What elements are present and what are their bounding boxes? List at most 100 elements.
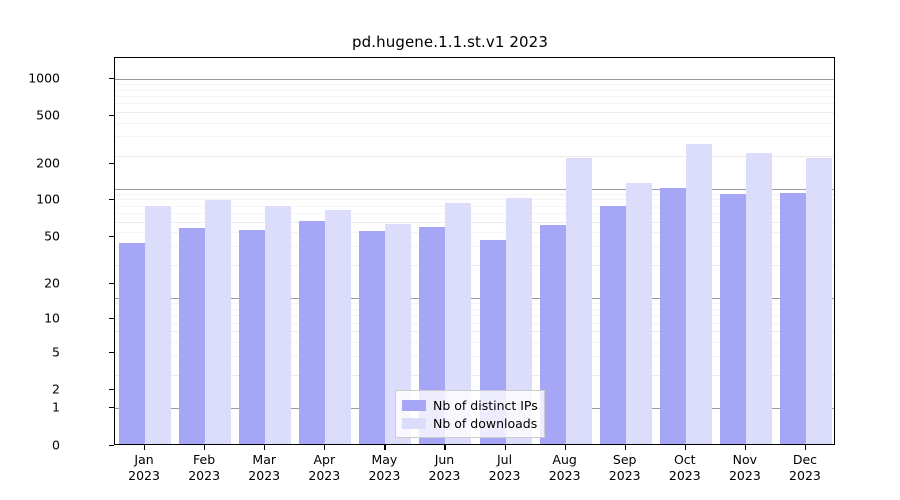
- bar-distinct-ips: [179, 227, 206, 444]
- gridline-minor: [115, 84, 834, 86]
- x-tick-year: 2023: [548, 468, 581, 483]
- chart-title: pd.hugene.1.1.st.v1 2023: [352, 33, 548, 51]
- x-tick-year: 2023: [248, 468, 281, 483]
- x-tick-mark: [204, 445, 206, 450]
- x-tick-month: Jun: [434, 452, 455, 467]
- y-tick-mark: [109, 236, 114, 238]
- bar-distinct-ips: [659, 187, 686, 444]
- y-tick-label: 10: [44, 310, 60, 326]
- x-tick-month: Oct: [673, 452, 696, 467]
- x-tick-month: Aug: [552, 452, 577, 467]
- x-tick-label: Mar 2023: [248, 452, 280, 484]
- x-tick-label: Jun 2023: [429, 452, 461, 484]
- gridline: [115, 188, 834, 190]
- x-tick-month: Mar: [252, 452, 276, 467]
- bar-distinct-ips: [299, 220, 326, 444]
- x-tick-mark: [624, 445, 626, 450]
- y-tick-label: 200: [36, 155, 60, 171]
- x-tick-mark: [684, 445, 686, 450]
- bar-distinct-ips: [119, 243, 146, 444]
- x-tick-month: Jul: [496, 452, 513, 467]
- bar-distinct-ips: [239, 230, 266, 444]
- gridline-minor: [115, 232, 834, 234]
- bar-downloads: [325, 209, 352, 444]
- x-tick-mark: [804, 445, 807, 450]
- gridline-minor: [115, 193, 834, 195]
- bar-downloads: [745, 153, 772, 444]
- gridline-minor: [115, 322, 834, 324]
- y-tick-label: 1: [52, 399, 60, 415]
- x-tick-label: Sep 2023: [609, 452, 641, 484]
- x-tick-year: 2023: [368, 468, 401, 483]
- x-tick-year: 2023: [488, 468, 521, 483]
- gridline-minor: [115, 122, 834, 124]
- gridline: [115, 374, 834, 376]
- gridline-minor: [115, 341, 834, 343]
- gridline: [115, 112, 834, 113]
- gridline-minor: [115, 95, 834, 97]
- y-tick-label: 2: [52, 381, 60, 397]
- x-tick-month: Nov: [732, 452, 758, 467]
- legend-item-downloads: Nb of downloads: [402, 414, 537, 432]
- x-tick-label: Aug 2023: [549, 452, 581, 484]
- legend-label-ips: Nb of distinct IPs: [433, 397, 538, 413]
- gridline: [115, 79, 834, 80]
- gridline: [115, 221, 834, 223]
- x-tick-label: Apr 2023: [308, 452, 340, 484]
- y-tick-label: 50: [44, 228, 60, 244]
- y-tick-label: 0: [52, 437, 60, 453]
- gridline-minor: [115, 246, 834, 247]
- x-tick-mark: [324, 445, 326, 450]
- x-tick-label: Oct 2023: [669, 452, 701, 484]
- x-tick-label: Jan 2023: [128, 452, 160, 484]
- y-tick-label: 5: [52, 344, 60, 360]
- x-tick-year: 2023: [668, 468, 701, 483]
- gridline-minor: [115, 136, 834, 138]
- gridline-minor: [115, 205, 834, 207]
- plot-area: [114, 57, 835, 445]
- x-tick-month: Jan: [134, 452, 154, 467]
- y-tick-label: 20: [44, 275, 60, 291]
- gridline-minor: [115, 199, 834, 201]
- bar-downloads: [205, 200, 232, 444]
- x-tick-label: Dec 2023: [789, 452, 821, 484]
- x-tick-mark: [384, 445, 386, 450]
- x-tick-month: May: [371, 452, 398, 467]
- x-tick-year: 2023: [128, 468, 160, 483]
- gridline-minor: [115, 212, 834, 214]
- bar-downloads: [625, 183, 652, 444]
- gridline-minor: [115, 355, 834, 357]
- x-tick-label: Jul 2023: [489, 452, 521, 484]
- x-tick-mark: [144, 445, 146, 450]
- bar-downloads: [685, 144, 712, 444]
- gridline-minor: [115, 89, 834, 91]
- y-tick-mark: [109, 318, 114, 320]
- y-tick-mark: [109, 115, 114, 117]
- x-tick-mark: [264, 445, 266, 450]
- bar-downloads: [805, 158, 832, 444]
- x-tick-year: 2023: [428, 468, 461, 483]
- x-tick-month: Sep: [612, 452, 637, 467]
- bar-downloads: [145, 206, 172, 444]
- y-tick-mark: [109, 78, 114, 80]
- x-tick-year: 2023: [789, 468, 821, 483]
- y-tick-mark: [109, 163, 114, 165]
- y-tick-label: 500: [36, 107, 60, 123]
- gridline-minor: [115, 315, 834, 317]
- x-tick-year: 2023: [608, 468, 641, 483]
- bar-downloads: [565, 158, 592, 444]
- gridline: [115, 265, 834, 267]
- bar-distinct-ips: [599, 206, 626, 444]
- gridline: [115, 298, 834, 300]
- y-tick-mark: [109, 199, 114, 201]
- gridline: [115, 331, 834, 333]
- gridline-minor: [115, 103, 834, 105]
- gridline: [115, 155, 834, 157]
- x-tick-year: 2023: [308, 468, 341, 483]
- y-tick-mark: [109, 407, 114, 409]
- gridline-minor: [115, 303, 834, 305]
- gridline-minor: [115, 308, 834, 310]
- x-tick-month: Dec: [792, 452, 818, 467]
- chart-legend: Nb of distinct IPs Nb of downloads: [395, 390, 545, 438]
